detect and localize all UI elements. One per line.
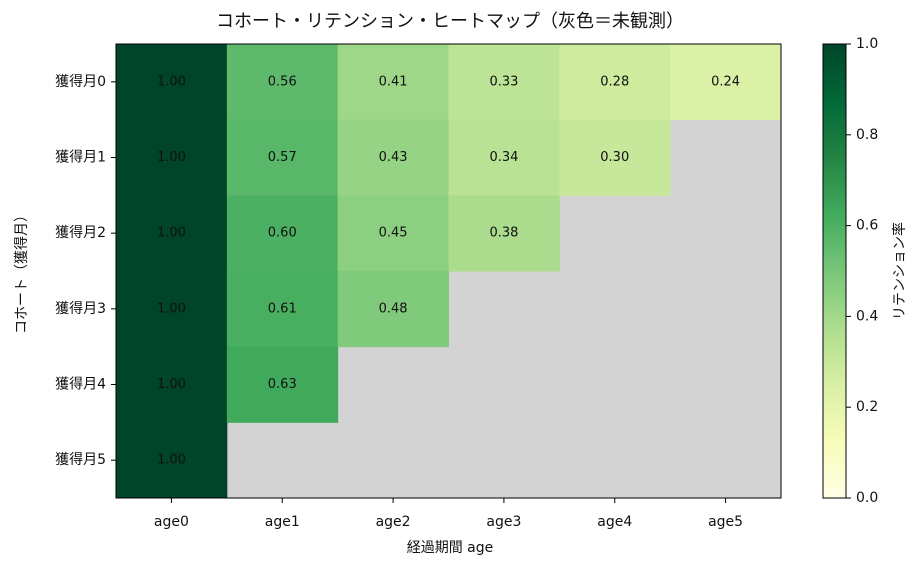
- heatmap-cell: [226, 346, 339, 423]
- heatmap-cell: [116, 119, 228, 196]
- colorbar: [822, 43, 847, 499]
- cell-label: 0.28: [600, 74, 629, 89]
- cell-label: 0.60: [268, 226, 297, 241]
- cell-label: 1.00: [157, 150, 186, 165]
- cell-label: 1.00: [157, 453, 186, 468]
- y-tick-label: 獲得月2: [55, 224, 106, 241]
- x-tick-label: age4: [597, 514, 632, 530]
- cell-label: 0.45: [379, 226, 408, 241]
- heatmap-cell: [337, 44, 449, 121]
- heatmap-cell: [116, 195, 228, 272]
- cell-label: 1.00: [157, 301, 186, 316]
- colorbar-label: リテンション率: [891, 222, 908, 320]
- x-axis-label: 経過期間 age: [407, 540, 494, 556]
- heatmap-cell: [337, 271, 449, 348]
- y-tick-label: 獲得月3: [55, 300, 106, 317]
- heatmap-cell: [116, 44, 228, 121]
- x-tick-label: age0: [154, 514, 189, 530]
- cell-label: 0.57: [268, 150, 297, 165]
- heatmap-cell: [337, 119, 449, 196]
- x-tick-label: age2: [376, 514, 411, 530]
- heatmap-cell: [116, 271, 228, 348]
- cell-label: 0.38: [489, 226, 518, 241]
- y-tick-label: 獲得月5: [55, 451, 106, 468]
- heatmap-cell: [448, 119, 560, 196]
- cell-label: 0.30: [600, 150, 629, 165]
- x-tick-label: age5: [708, 514, 743, 530]
- cell-label: 0.43: [379, 150, 408, 165]
- heatmap-cell: [226, 195, 339, 272]
- cell-label: 1.00: [157, 226, 186, 241]
- heatmap-cell: [448, 44, 560, 121]
- heatmap-cell: [116, 422, 228, 499]
- y-tick-label: 獲得月4: [55, 376, 106, 393]
- colorbar-tick-label: 1.0: [856, 36, 878, 52]
- cell-label: 0.33: [489, 74, 518, 89]
- cell-label: 0.48: [379, 301, 408, 316]
- cell-label: 0.34: [489, 150, 518, 165]
- heatmap-cell: [337, 195, 449, 272]
- colorbar-tick-label: 0.4: [856, 308, 878, 324]
- cell-label: 1.00: [157, 74, 186, 89]
- heatmap-cell: [559, 44, 671, 121]
- heatmap-cell: [226, 271, 339, 348]
- colorbar-tick-label: 0.6: [856, 218, 878, 234]
- heatmap-cell: [116, 346, 228, 423]
- colorbar-tick-label: 0.0: [856, 490, 878, 506]
- y-tick-label: 獲得月0: [55, 73, 106, 90]
- chart-title: コホート・リテンション・ヒートマップ（灰色＝未観測）: [216, 11, 684, 32]
- colorbar-tick-label: 0.8: [856, 127, 878, 143]
- cell-label: 0.61: [268, 301, 297, 316]
- cell-label: 0.41: [379, 74, 408, 89]
- cell-label: 1.00: [157, 377, 186, 392]
- x-tick-label: age1: [265, 514, 300, 530]
- cell-label: 0.24: [711, 74, 740, 89]
- y-axis-label: コホート（獲得月）: [13, 208, 30, 334]
- heatmap-cell: [226, 44, 339, 121]
- y-tick-label: 獲得月1: [55, 149, 106, 166]
- plot-frame: [115, 43, 782, 499]
- colorbar-tick-label: 0.2: [856, 399, 878, 415]
- cell-label: 0.56: [268, 74, 297, 89]
- heatmap-cell: [670, 44, 782, 121]
- heatmap-cell: [448, 195, 560, 272]
- heatmap-cell: [226, 119, 339, 196]
- cell-label: 0.63: [268, 377, 297, 392]
- x-tick-label: age3: [486, 514, 521, 530]
- heatmap-cell: [559, 119, 671, 196]
